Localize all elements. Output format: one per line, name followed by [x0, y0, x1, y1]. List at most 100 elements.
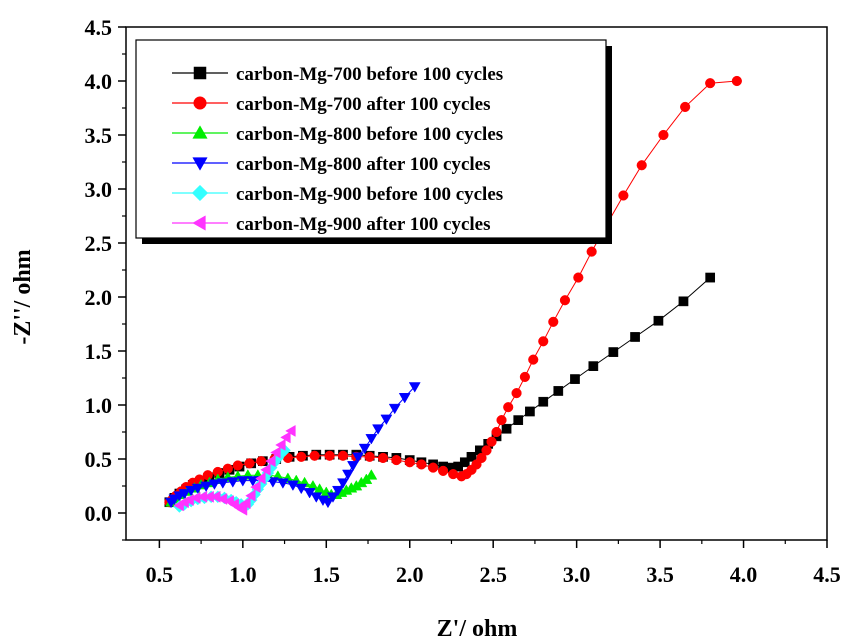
data-point	[270, 446, 281, 459]
data-point	[365, 469, 378, 480]
data-point	[275, 439, 286, 451]
data-point	[653, 315, 664, 326]
y-axis-label: -Z''/ ohm	[10, 249, 36, 344]
data-point	[586, 246, 597, 257]
data-point	[513, 415, 524, 425]
data-point	[404, 457, 415, 468]
series-layer	[164, 75, 742, 516]
x-tick-label: 2.5	[479, 562, 507, 587]
data-point	[352, 452, 364, 463]
data-point	[466, 451, 477, 462]
y-tick-label: 1.5	[85, 339, 113, 364]
data-point	[636, 160, 647, 171]
data-point	[276, 478, 289, 489]
x-tick-label: 4.5	[813, 562, 841, 587]
legend-marker	[191, 184, 209, 202]
data-point	[588, 361, 599, 371]
x-tick-label: 3.0	[563, 562, 591, 587]
data-point	[260, 463, 271, 476]
legend-item: carbon-Mg-800 before 100 cycles	[172, 124, 503, 145]
data-point	[519, 371, 530, 383]
data-point	[332, 485, 344, 497]
data-point	[358, 443, 371, 455]
data-point	[185, 485, 198, 497]
data-point	[216, 478, 229, 489]
data-point	[548, 316, 559, 327]
data-point	[408, 382, 421, 393]
data-point	[573, 272, 584, 283]
data-point	[438, 465, 449, 476]
data-point	[232, 460, 243, 471]
data-point	[570, 374, 580, 384]
data-point	[630, 332, 640, 342]
data-point	[256, 456, 267, 467]
x-tick-label: 1.0	[229, 562, 257, 587]
y-tick-label: 2.5	[85, 231, 113, 256]
data-point	[286, 480, 299, 491]
data-point	[731, 75, 742, 87]
data-point	[295, 483, 308, 495]
legend-marker	[192, 215, 206, 231]
y-tick-label: 4.0	[85, 69, 113, 94]
data-point	[285, 424, 296, 437]
data-point	[280, 431, 291, 444]
x-tick-label: 1.5	[313, 562, 341, 587]
legend-item: carbon-Mg-900 before 100 cycles	[172, 184, 503, 205]
x-tick-label: 4.0	[730, 562, 758, 587]
data-point	[528, 354, 539, 365]
data-point	[296, 451, 307, 462]
data-point	[266, 477, 279, 488]
data-point	[658, 129, 669, 141]
legend-label: carbon-Mg-900 after 100 cycles	[236, 214, 491, 235]
data-point	[337, 450, 349, 461]
data-point	[448, 469, 459, 480]
data-point	[486, 436, 497, 447]
legend-label: carbon-Mg-700 before 100 cycles	[236, 64, 503, 85]
legend-item: carbon-Mg-700 after 100 cycles	[172, 94, 491, 115]
data-point	[559, 295, 571, 306]
legend: carbon-Mg-700 before 100 cycles carbon-Mg…	[135, 39, 612, 244]
data-point	[347, 461, 359, 472]
data-point	[380, 414, 393, 426]
data-point	[428, 462, 439, 473]
data-point	[476, 452, 487, 464]
data-point	[327, 492, 339, 503]
data-point	[538, 336, 549, 347]
data-point	[342, 469, 354, 481]
legend-marker	[192, 125, 208, 139]
data-point	[372, 424, 384, 435]
data-point	[608, 347, 619, 357]
data-point	[178, 489, 191, 500]
data-point	[265, 455, 276, 468]
y-tick-label: 2.0	[85, 285, 113, 310]
data-point	[337, 478, 349, 489]
data-point	[525, 406, 535, 417]
data-point	[245, 489, 256, 502]
data-point	[491, 426, 502, 438]
y-tick-label: 4.5	[85, 15, 113, 40]
legend-label: carbon-Mg-800 before 100 cycles	[236, 124, 503, 145]
data-point	[309, 450, 320, 461]
data-point	[322, 497, 334, 509]
data-point	[250, 481, 261, 494]
data-point	[240, 497, 251, 510]
y-tick-label: 0.0	[85, 501, 113, 526]
legend-marker	[193, 96, 207, 110]
data-point	[246, 476, 259, 487]
data-point	[200, 481, 213, 493]
x-tick-label: 3.5	[646, 562, 674, 587]
legend-marker	[193, 66, 207, 80]
series-4	[165, 382, 421, 509]
data-point	[388, 403, 401, 415]
data-point	[416, 459, 427, 470]
legend-item: carbon-Mg-800 after 100 cycles	[172, 154, 491, 175]
data-point	[481, 445, 492, 456]
data-point	[236, 476, 249, 487]
data-point	[364, 451, 375, 462]
legend-label: carbon-Mg-900 before 100 cycles	[236, 184, 503, 205]
plot-frame	[125, 26, 828, 541]
legend-label: carbon-Mg-800 after 100 cycles	[236, 154, 491, 175]
y-tick-label: 1.0	[85, 393, 113, 418]
legend-item: carbon-Mg-700 before 100 cycles	[172, 64, 503, 85]
